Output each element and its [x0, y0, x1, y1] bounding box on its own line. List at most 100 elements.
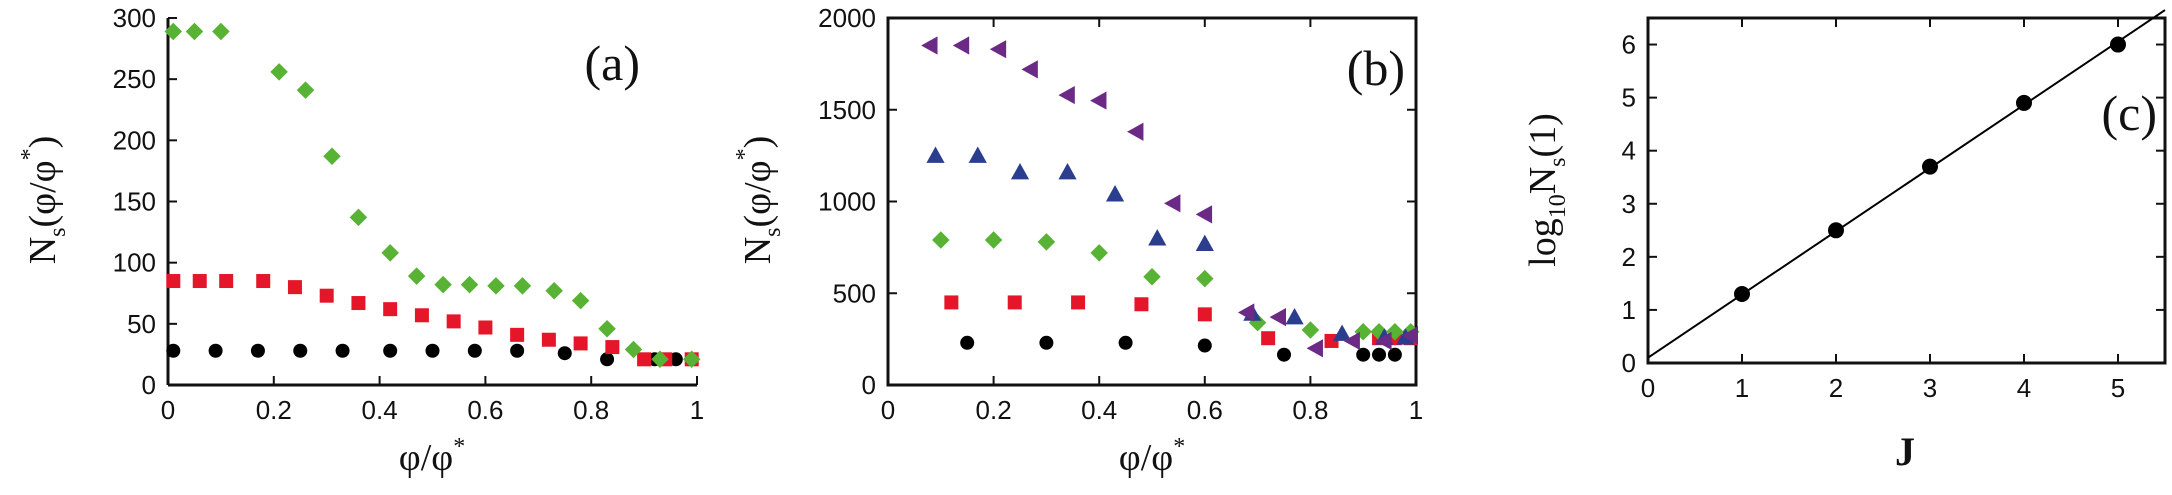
x-tick-label: 3	[1923, 373, 1937, 403]
data-point	[1164, 194, 1181, 213]
plot-frame	[886, 16, 1418, 387]
x-axis-label-main: J	[1895, 429, 1915, 474]
y-tick-label: 100	[113, 248, 156, 278]
x-axis-label: φ/φ*	[399, 434, 465, 479]
x-axis-label-main: φ/φ	[399, 437, 453, 479]
x-tick-label: 1	[690, 395, 704, 425]
data-point	[192, 274, 207, 289]
data-point	[467, 343, 482, 358]
data-point	[166, 343, 181, 358]
data-point	[487, 277, 505, 295]
data-point	[270, 63, 288, 81]
data-point	[1021, 60, 1038, 79]
data-point	[1387, 347, 1402, 362]
y-axis-label-sub2: s	[1545, 157, 1571, 166]
x-tick-label: 0	[881, 395, 895, 425]
plot-frame	[1646, 16, 2167, 365]
y-axis-label: log10Ns(1)	[1522, 113, 1571, 267]
y-tick-label: 5	[1622, 83, 1636, 113]
data-point	[1306, 339, 1323, 358]
data-point	[1375, 331, 1392, 351]
data-point	[1195, 234, 1214, 251]
data-point	[1285, 308, 1304, 325]
x-axis-label-sup: *	[453, 434, 465, 460]
data-point	[1196, 269, 1214, 288]
y-tick-label: 0	[1622, 348, 1636, 378]
y-axis-label-main: log	[1522, 218, 1564, 267]
y-tick-label: 250	[113, 64, 156, 94]
y-axis-label-rest: N	[1522, 167, 1564, 194]
data-point	[1148, 229, 1167, 246]
data-point	[185, 22, 204, 41]
x-tick-label: 0.8	[1292, 395, 1328, 425]
data-point	[1105, 185, 1125, 202]
y-axis-label-sub: s	[760, 227, 786, 236]
x-tick-label: 0.6	[1187, 395, 1223, 425]
data-point	[1269, 308, 1286, 327]
data-point	[296, 81, 315, 99]
data-point	[984, 231, 1003, 249]
data-point	[651, 350, 669, 369]
data-point	[513, 277, 532, 295]
data-point	[1277, 347, 1291, 362]
x-tick-label: 5	[2111, 373, 2125, 403]
data-point	[383, 343, 398, 358]
y-axis-label-rest: (φ/φ	[737, 160, 779, 227]
x-tick-label: 0	[1641, 373, 1655, 403]
data-point	[335, 343, 350, 358]
data-point	[323, 147, 341, 165]
data-point	[573, 336, 588, 351]
data-point	[1261, 331, 1276, 346]
data-point	[414, 308, 429, 323]
data-point	[668, 352, 683, 367]
data-point	[349, 208, 368, 227]
chart-panel-1: 0 0.2 0.4 0.6 0.8 1050100150200250300(a)φ/φ*N…	[17, 3, 704, 479]
x-axis-label-main: φ/φ	[1119, 437, 1173, 479]
data-point	[287, 280, 302, 295]
y-tick-label: 300	[113, 3, 156, 33]
x-axis-label-sup: *	[1173, 434, 1185, 460]
data-point	[1007, 295, 1022, 310]
data-series-1	[1734, 36, 2126, 302]
x-tick-label: 4	[2017, 373, 2031, 403]
data-point	[944, 295, 959, 310]
data-series-3	[932, 231, 1420, 341]
data-point	[1922, 158, 1938, 175]
x-tick-label: 1	[1409, 395, 1423, 425]
y-tick-label: 50	[127, 309, 156, 339]
data-point	[1039, 335, 1054, 350]
x-tick-label: 0.2	[976, 395, 1012, 425]
data-point	[1118, 335, 1133, 350]
data-point	[425, 343, 440, 358]
data-point	[1143, 267, 1161, 286]
y-tick-label: 1000	[818, 187, 876, 217]
data-point	[293, 343, 308, 358]
data-point	[637, 352, 652, 367]
data-series-3	[164, 22, 701, 369]
panel-label: (c)	[2102, 85, 2158, 141]
data-series-1	[960, 335, 1402, 362]
data-point	[1237, 303, 1255, 322]
data-point	[407, 267, 426, 285]
panel-label: (a)	[585, 35, 641, 91]
data-point	[1828, 222, 1844, 239]
data-point	[381, 244, 399, 262]
x-tick-label: 1	[1735, 373, 1749, 403]
data-point	[2110, 36, 2126, 53]
data-point	[1058, 85, 1075, 105]
data-point	[1071, 295, 1086, 310]
data-point	[250, 343, 265, 358]
data-point	[1058, 163, 1077, 180]
data-point	[1195, 205, 1213, 224]
data-point	[932, 231, 950, 249]
chart-panel-2: 0 0.2 0.4 0.6 0.8 10500100015002000(b)φ/φ*Ns(…	[732, 3, 1423, 479]
y-axis-label: Ns(φ/φ*)	[17, 136, 71, 265]
data-point	[510, 343, 525, 358]
data-point	[926, 146, 945, 163]
y-axis-label-sup: *	[17, 148, 43, 160]
y-axis-label-main: N	[737, 237, 779, 264]
data-point	[952, 36, 970, 55]
data-point	[1127, 122, 1144, 141]
y-tick-label: 4	[1622, 136, 1636, 166]
